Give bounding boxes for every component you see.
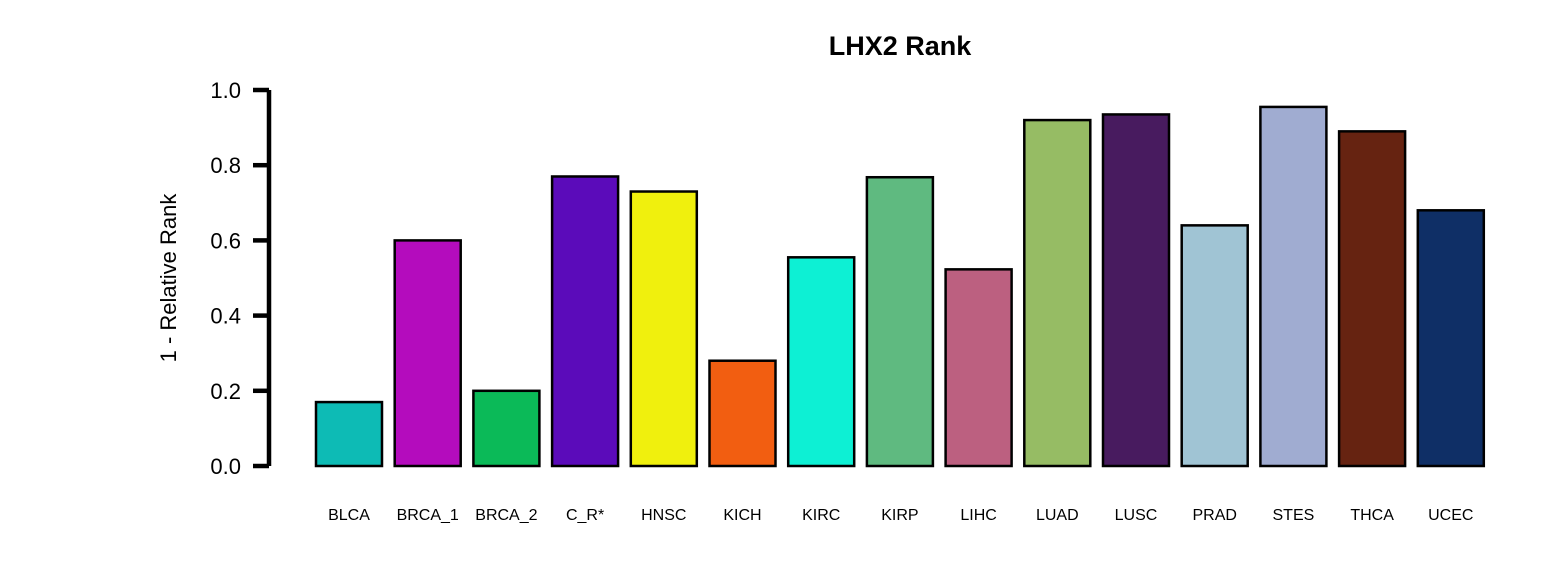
y-tick-label: 0.2 bbox=[210, 379, 241, 404]
bar-hnsc bbox=[629, 190, 699, 468]
bar-kirp bbox=[865, 175, 935, 468]
bar-ucec bbox=[1416, 209, 1486, 468]
bar-c-r bbox=[550, 175, 620, 468]
x-tick-labels: BLCA BRCA_1 BRCA_2 C_R* HNSC KICH KIRC KIRP LIHC… bbox=[328, 507, 1473, 524]
x-tick-label: HNSC bbox=[641, 507, 686, 524]
y-tick-label: 0.4 bbox=[210, 304, 241, 329]
x-tick-label: C_R* bbox=[566, 507, 604, 524]
y-axis-label: 1 - Relative Rank bbox=[156, 193, 181, 363]
y-tick-label: 1.0 bbox=[210, 78, 241, 103]
x-tick-label: KICH bbox=[723, 507, 761, 524]
chart-title: LHX2 Rank bbox=[829, 31, 973, 61]
bar-lihc bbox=[944, 268, 1013, 468]
x-tick-label: LUSC bbox=[1115, 507, 1158, 524]
x-tick-label: THCA bbox=[1350, 507, 1394, 524]
bar-prad bbox=[1180, 224, 1249, 468]
bar-luad bbox=[1023, 118, 1092, 468]
x-tick-label: UCEC bbox=[1428, 507, 1473, 524]
x-tick-label: LUAD bbox=[1036, 507, 1079, 524]
bar-thca bbox=[1337, 130, 1407, 468]
x-tick-label: KIRP bbox=[881, 507, 918, 524]
bar-brca-1 bbox=[393, 239, 462, 468]
x-tick-label: STES bbox=[1273, 507, 1315, 524]
x-tick-label: BRCA_1 bbox=[397, 507, 459, 524]
bar-stes bbox=[1259, 105, 1328, 468]
bar-brca-2 bbox=[472, 389, 541, 468]
bars bbox=[314, 105, 1486, 468]
y-tick-label: 0.6 bbox=[210, 228, 241, 253]
x-tick-label: LIHC bbox=[960, 507, 996, 524]
x-tick-label: KIRC bbox=[802, 507, 840, 524]
bar-lusc bbox=[1101, 113, 1171, 468]
y-tick-label: 0.0 bbox=[210, 454, 241, 479]
y-ticks: 0.0 0.2 0.4 0.6 0.8 1.0 bbox=[210, 78, 269, 479]
bar-kirc bbox=[786, 256, 856, 468]
y-tick-label: 0.8 bbox=[210, 153, 241, 178]
x-tick-label: PRAD bbox=[1192, 507, 1236, 524]
x-tick-label: BLCA bbox=[328, 507, 370, 524]
bar-kich bbox=[708, 359, 777, 468]
x-tick-label: BRCA_2 bbox=[475, 507, 537, 524]
bar-blca bbox=[314, 400, 384, 468]
